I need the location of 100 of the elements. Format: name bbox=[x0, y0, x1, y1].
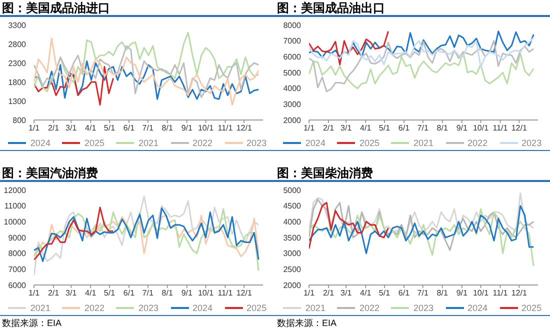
legend-label: 2024 bbox=[305, 138, 326, 148]
x-tick-label: 2/1 bbox=[48, 124, 60, 133]
y-tick-label: 3000 bbox=[283, 100, 302, 110]
x-tick-label: 7/1 bbox=[142, 124, 154, 133]
legend-label: 2024 bbox=[468, 302, 488, 312]
x-tick-label: 8/1 bbox=[162, 124, 174, 133]
x-tick-label: 3/1 bbox=[66, 288, 78, 298]
y-tick-label: 3500 bbox=[283, 232, 302, 242]
y-tick-label: 7000 bbox=[283, 36, 302, 46]
x-tick-label: 10/1 bbox=[198, 124, 214, 133]
y-tick-label: 6000 bbox=[283, 52, 302, 62]
x-tick-label: 2/1 bbox=[322, 288, 335, 298]
legend-label: 2023 bbox=[522, 138, 542, 148]
x-tick-label: 6/1 bbox=[398, 124, 410, 133]
legend-label: 2022 bbox=[192, 138, 213, 148]
chart-title: 图：美国成品油进口 bbox=[0, 0, 275, 17]
legend-label: 2024 bbox=[192, 302, 213, 312]
x-tick-label: 6/1 bbox=[123, 288, 136, 298]
chart-title: 图：美国柴油消费 bbox=[275, 164, 550, 182]
y-tick-label: 4000 bbox=[283, 217, 302, 226]
legend-label: 2022 bbox=[468, 138, 488, 148]
y-tick-label: 2800 bbox=[8, 40, 27, 49]
x-tick-label: 3/1 bbox=[340, 124, 352, 133]
y-tick-label: 3300 bbox=[8, 20, 27, 30]
y-tick-label: 5000 bbox=[283, 68, 302, 78]
y-tick-label: 1800 bbox=[8, 78, 27, 87]
source-note: 数据来源：EIA bbox=[277, 318, 337, 328]
y-tick-label: 4000 bbox=[283, 84, 302, 94]
legend-label: 2021 bbox=[305, 302, 326, 312]
legend-label: 2025 bbox=[84, 138, 104, 148]
x-tick-label: 10/1 bbox=[472, 124, 490, 133]
x-tick-label: 2/1 bbox=[322, 124, 335, 133]
legend-label: 2023 bbox=[138, 302, 159, 312]
y-tick-label: 3000 bbox=[283, 248, 302, 258]
x-tick-label: 3/1 bbox=[66, 124, 78, 133]
y-tick-label: 6000 bbox=[8, 280, 27, 290]
y-tick-label: 12000 bbox=[4, 185, 27, 194]
y-tick-label: 1300 bbox=[8, 96, 27, 106]
y-tick-label: 4500 bbox=[283, 201, 302, 210]
x-tick-label: 9/1 bbox=[456, 124, 468, 133]
x-tick-label: 5/1 bbox=[378, 124, 391, 133]
x-tick-label: 5/1 bbox=[378, 288, 391, 298]
chart-title: 图：美国成品油出口 bbox=[275, 0, 550, 17]
y-tick-label: 10000 bbox=[4, 217, 27, 226]
x-tick-label: 11/1 bbox=[492, 288, 508, 298]
y-tick-label: 9000 bbox=[8, 232, 27, 242]
x-tick-label: 8/1 bbox=[436, 288, 448, 298]
y-tick-label: 7000 bbox=[8, 264, 27, 274]
x-tick-label: 10/1 bbox=[472, 288, 490, 298]
x-tick-label: 5/1 bbox=[104, 288, 116, 298]
y-tick-label: 2300 bbox=[8, 58, 27, 68]
y-tick-label: 2000 bbox=[283, 116, 302, 125]
chart-title: 图：美国汽油消费 bbox=[0, 164, 275, 182]
x-tick-label: 7/1 bbox=[142, 288, 154, 298]
x-tick-label: 11/1 bbox=[218, 124, 234, 133]
legend-label: 2023 bbox=[413, 302, 434, 312]
legend-label: 2025 bbox=[522, 302, 542, 312]
x-tick-label: 9/1 bbox=[456, 288, 468, 298]
x-tick-label: 5/1 bbox=[104, 124, 116, 133]
y-tick-label: 2500 bbox=[283, 264, 302, 274]
x-tick-label: 6/1 bbox=[123, 124, 136, 133]
x-tick-label: 11/1 bbox=[218, 288, 234, 298]
x-tick-label: 9/1 bbox=[181, 288, 193, 298]
legend-label: 2023 bbox=[246, 138, 267, 148]
x-tick-label: 4/1 bbox=[85, 288, 97, 298]
legend-label: 2024 bbox=[30, 138, 50, 148]
x-tick-label: 12/1 bbox=[511, 288, 528, 298]
x-tick-label: 4/1 bbox=[85, 124, 97, 133]
x-tick-label: 8/1 bbox=[162, 288, 174, 298]
y-tick-label: 2000 bbox=[283, 280, 302, 290]
y-tick-label: 8000 bbox=[283, 20, 302, 30]
y-tick-label: 11000 bbox=[4, 201, 27, 210]
x-tick-label: 1/1 bbox=[28, 124, 40, 133]
legend-label: 2021 bbox=[30, 302, 50, 312]
source-note: 数据来源：EIA bbox=[2, 318, 62, 328]
x-tick-label: 12/1 bbox=[511, 124, 528, 133]
x-tick-label: 4/1 bbox=[360, 288, 372, 298]
x-tick-label: 7/1 bbox=[417, 288, 429, 298]
x-tick-label: 2/1 bbox=[48, 288, 60, 298]
x-tick-label: 11/1 bbox=[492, 124, 508, 133]
x-tick-label: 10/1 bbox=[198, 288, 214, 298]
y-tick-label: 8000 bbox=[8, 248, 27, 258]
x-tick-label: 8/1 bbox=[436, 124, 448, 133]
x-tick-label: 1/1 bbox=[28, 288, 40, 298]
y-tick-label: 800 bbox=[12, 116, 27, 125]
legend-label: 2021 bbox=[138, 138, 159, 148]
y-tick-label: 5000 bbox=[283, 185, 302, 194]
legend-label: 2021 bbox=[413, 138, 434, 148]
x-tick-label: 1/1 bbox=[303, 288, 316, 298]
x-tick-label: 4/1 bbox=[360, 124, 372, 133]
x-tick-label: 12/1 bbox=[236, 288, 252, 298]
x-tick-label: 9/1 bbox=[181, 124, 193, 133]
legend-label: 2025 bbox=[246, 302, 267, 312]
x-tick-label: 3/1 bbox=[340, 288, 352, 298]
legend-label: 2022 bbox=[84, 302, 104, 312]
x-tick-label: 1/1 bbox=[303, 124, 316, 133]
x-tick-label: 6/1 bbox=[398, 288, 410, 298]
legend-label: 2022 bbox=[359, 302, 380, 312]
x-tick-label: 7/1 bbox=[417, 124, 429, 133]
x-tick-label: 12/1 bbox=[236, 124, 252, 133]
